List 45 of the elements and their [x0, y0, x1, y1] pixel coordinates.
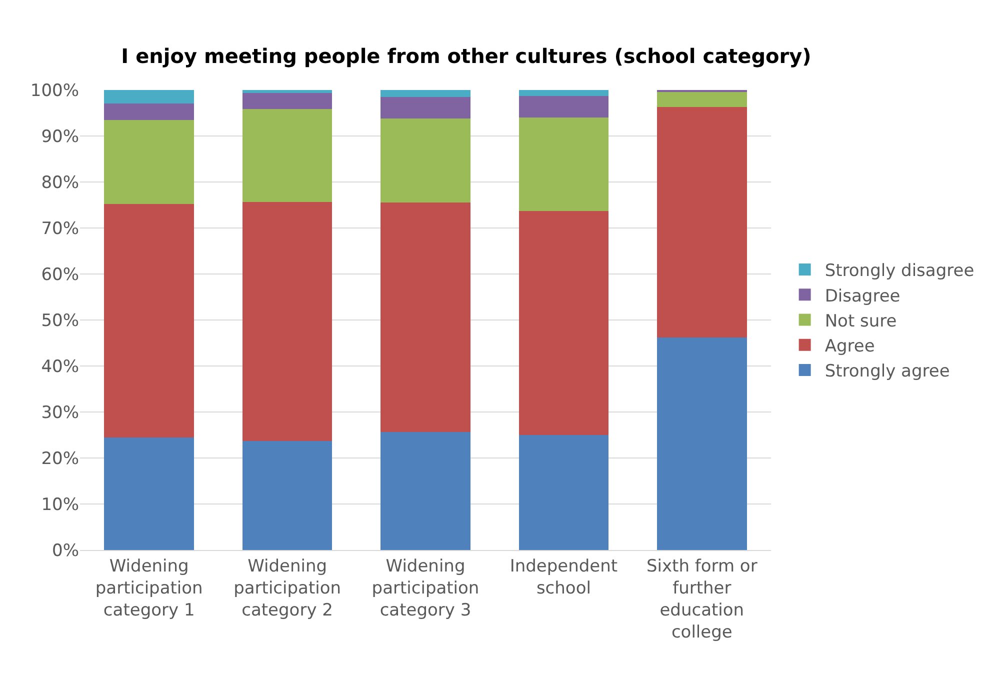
- bar: [380, 202, 470, 432]
- bar: [242, 93, 332, 109]
- bar: [380, 90, 470, 97]
- bar: [104, 204, 194, 438]
- x-tick-label: Sixth form or further education college: [646, 556, 758, 643]
- x-tick-label: Widening participation category 3: [372, 556, 480, 621]
- legend-label: Not sure: [824, 311, 897, 332]
- y-tick-label: 40%: [41, 356, 79, 377]
- y-tick-label: 20%: [41, 448, 79, 469]
- bar: [656, 337, 747, 550]
- x-tick-label: Widening participation category 2: [234, 556, 342, 621]
- bar: [518, 90, 609, 96]
- bar: [518, 210, 609, 435]
- legend-label: Strongly agree: [824, 362, 950, 382]
- bar: [104, 437, 194, 550]
- x-tick-label: Widening participation category 1: [95, 556, 203, 621]
- y-tick-label: 60%: [41, 264, 79, 285]
- bar: [518, 96, 609, 118]
- bar: [242, 108, 332, 202]
- y-tick-label: 30%: [41, 402, 79, 423]
- bar: [380, 118, 470, 203]
- bar: [656, 92, 747, 108]
- bar: [242, 90, 332, 94]
- y-tick-label: 70%: [41, 218, 79, 239]
- y-tick-label: 0%: [52, 540, 79, 561]
- bar: [518, 435, 609, 550]
- y-tick-label: 10%: [41, 494, 79, 515]
- x-tick-label: Independent school: [510, 556, 618, 598]
- bar: [104, 120, 194, 204]
- bar: [104, 103, 194, 120]
- bar: [518, 118, 609, 211]
- y-tick-label: 100%: [30, 80, 79, 101]
- legend-label: Agree: [824, 336, 875, 356]
- y-tick-label: 50%: [41, 310, 79, 331]
- y-tick-label: 80%: [41, 172, 79, 193]
- bar: [380, 96, 470, 119]
- bar: [242, 202, 332, 441]
- chart-title: I enjoy meeting people from other cultures (school category): [121, 44, 812, 68]
- bar: [380, 432, 470, 550]
- bar: [104, 90, 194, 104]
- legend-label: Disagree: [824, 286, 900, 306]
- legend-label: Strongly disagree: [824, 261, 974, 282]
- y-tick-label: 90%: [41, 126, 79, 147]
- bar: [242, 440, 332, 550]
- bar: [656, 107, 747, 338]
